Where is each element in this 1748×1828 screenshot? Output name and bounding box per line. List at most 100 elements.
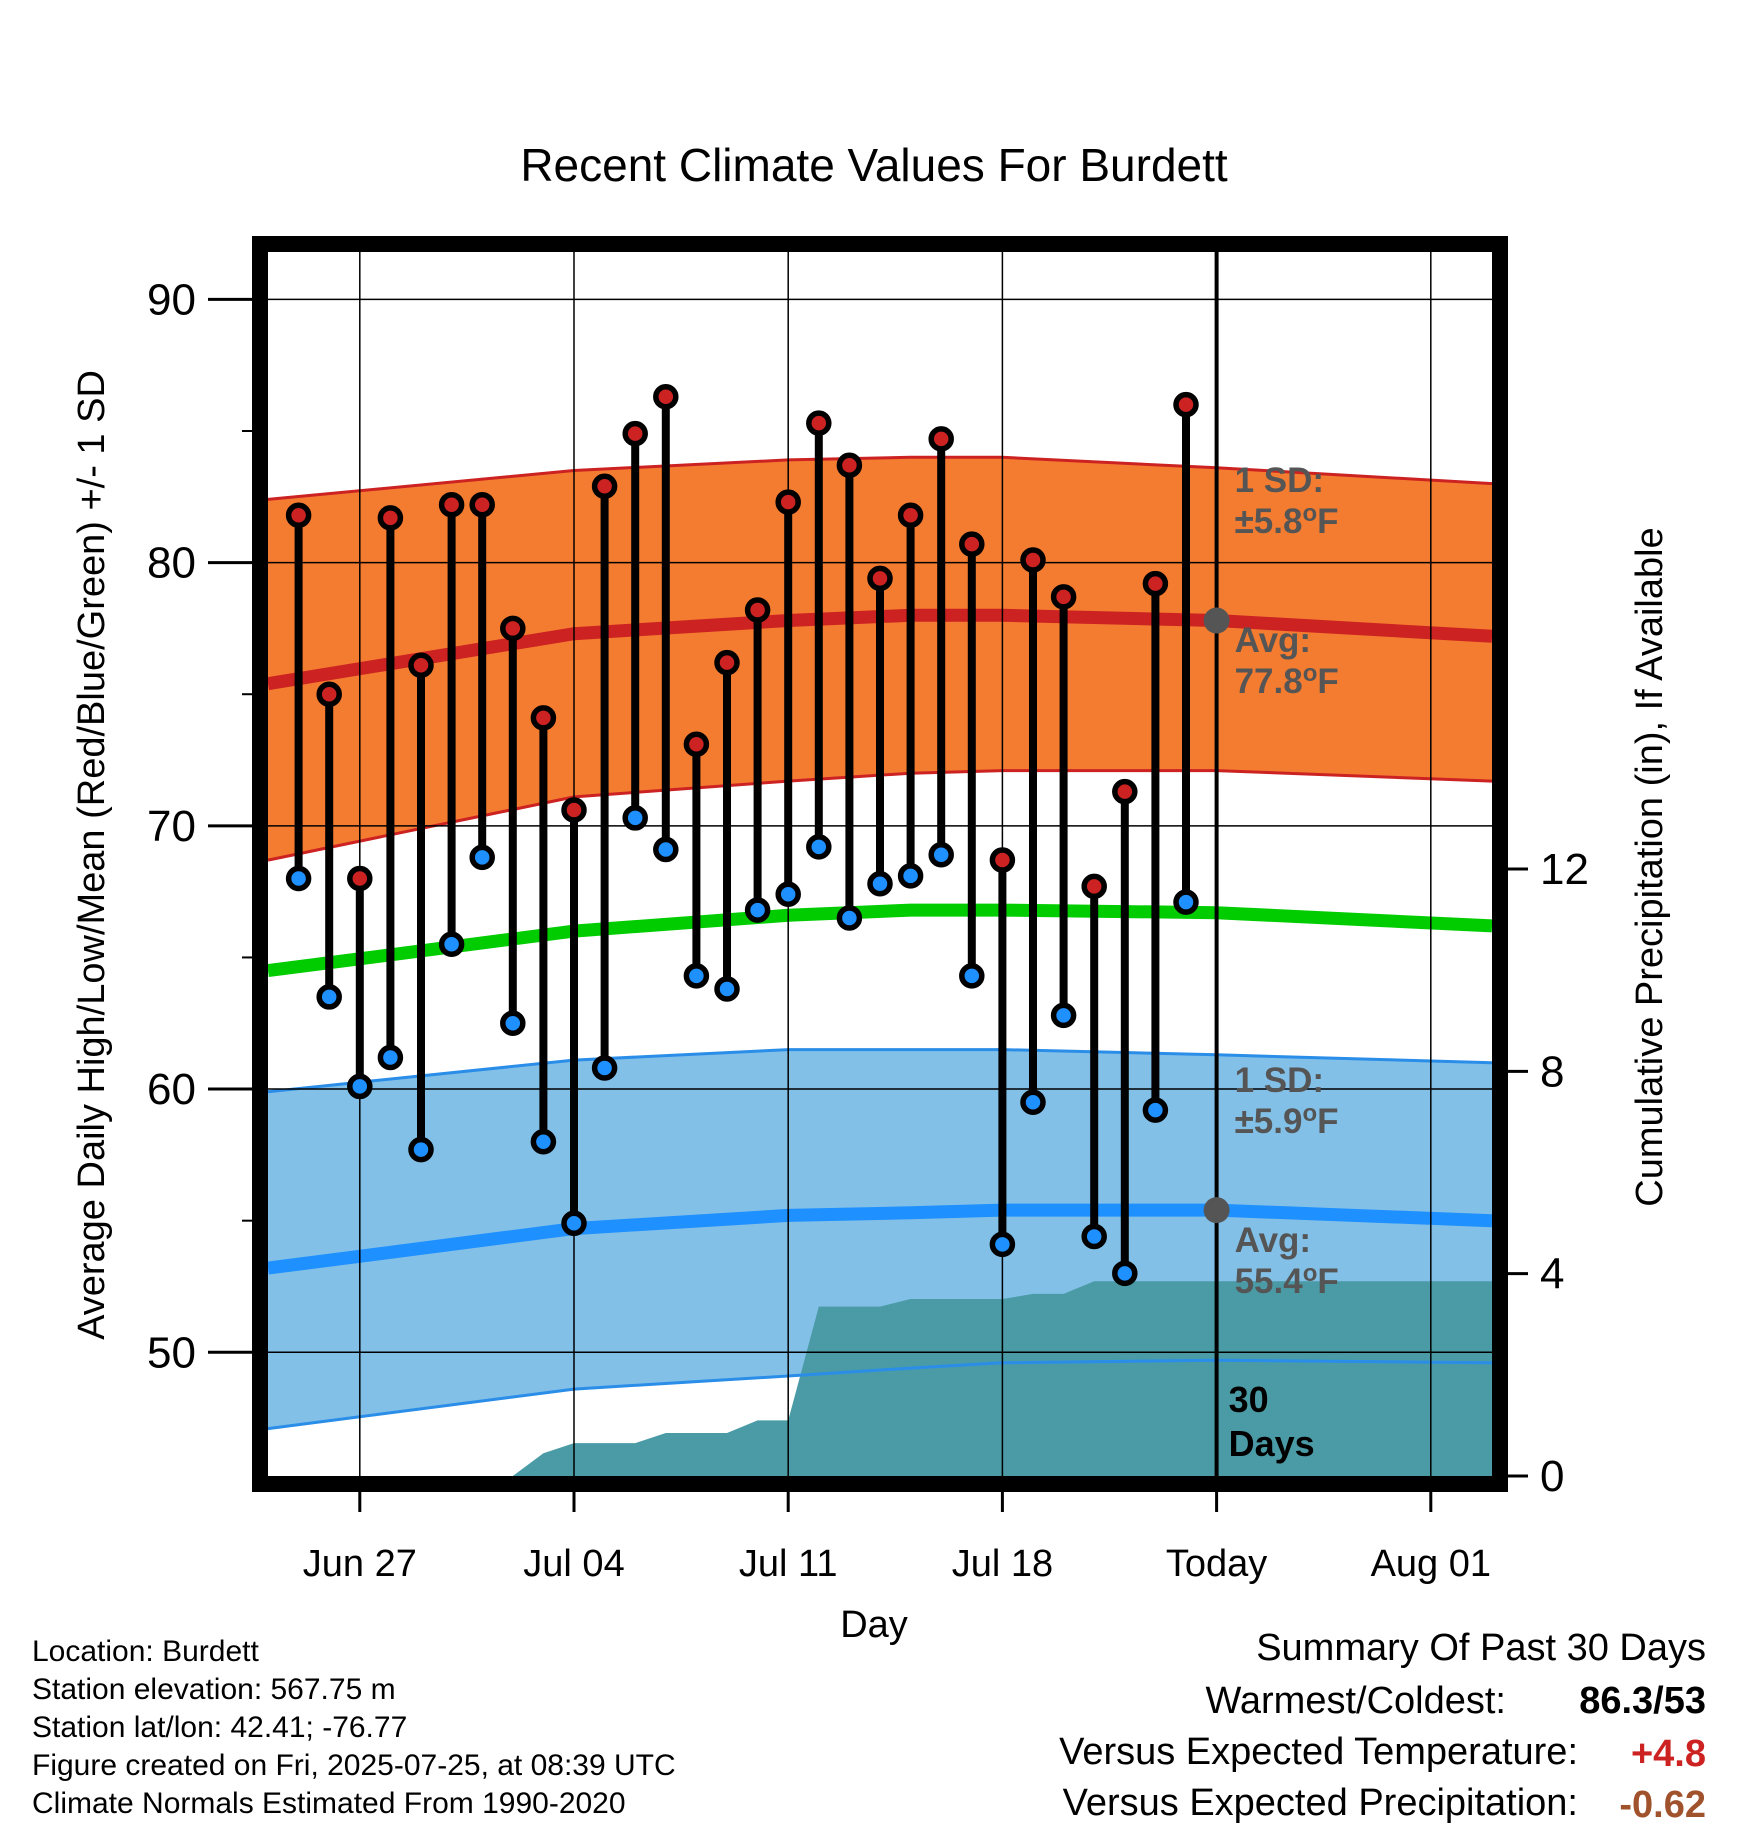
summary-precip-value: -0.62 (1619, 1784, 1706, 1826)
low-point (1173, 889, 1199, 915)
low-point (530, 1128, 557, 1155)
high-point (897, 502, 924, 528)
x-tick-label-today: Today (1166, 1543, 1267, 1585)
low-point (1020, 1089, 1046, 1115)
high-point (836, 452, 863, 478)
high-point (1050, 584, 1077, 610)
low-point (591, 1055, 618, 1081)
low-point (714, 976, 740, 1002)
low-point (1142, 1097, 1169, 1123)
high-point (867, 565, 893, 592)
y-tick-label-60: 60 (147, 1065, 196, 1114)
overlay: 1 SD: ±5.8oF Avg: 77.8oF 1 SD: ±5.9oF Avg: 55.4… (285, 252, 1339, 1476)
low-point (1081, 1223, 1107, 1250)
axes: 50 60 70 80 90 0 4 8 12 Jun 27 Jul 04 Jul 11 Jul 18 T… (147, 275, 1589, 1585)
low-point (561, 1210, 587, 1237)
y-axis-label: Average Daily High/Low/Mean (Red/Blue/Gr… (71, 370, 113, 1340)
low-point (989, 1231, 1016, 1258)
footer-normals: Climate Normals Estimated From 1990-2020 (32, 1787, 626, 1820)
low-avg-annotation: Avg: 55.4oF (1235, 1221, 1339, 1301)
low-point (1050, 1002, 1077, 1029)
low-point (408, 1136, 434, 1163)
high-point (408, 652, 434, 679)
low-point (1112, 1260, 1138, 1287)
today-window-label: 30 Days (1229, 1379, 1315, 1464)
x-tick-label-aug-01: Aug 01 (1371, 1543, 1491, 1585)
low-point (285, 865, 312, 892)
x-tick-label-jul-04: Jul 04 (523, 1543, 624, 1585)
low-point (316, 984, 342, 1010)
low-point (867, 870, 893, 897)
y2-tick-label-4: 4 (1540, 1250, 1564, 1299)
y2-tick-label-8: 8 (1540, 1047, 1564, 1096)
x-tick-label-jun-27: Jun 27 (303, 1543, 417, 1585)
high-point (714, 649, 740, 676)
high-point (683, 731, 710, 757)
high-point (989, 847, 1016, 873)
low-point (347, 1073, 373, 1100)
high-point (744, 597, 771, 623)
today-high-avg-marker (1203, 607, 1230, 634)
high-point (347, 865, 373, 892)
low-point (500, 1010, 526, 1037)
high-point (775, 489, 801, 515)
high-point (500, 615, 526, 642)
high-point (1142, 570, 1169, 597)
high-point (1020, 547, 1046, 573)
y2-tick-label-12: 12 (1540, 845, 1589, 894)
low-point (836, 905, 863, 931)
high-point (377, 505, 404, 531)
high-point (1173, 391, 1199, 418)
plot-frame (252, 236, 1508, 1492)
summary-precip-label: Versus Expected Precipitation: (1063, 1782, 1578, 1824)
low-point (377, 1044, 404, 1071)
summary-warm-cold-label: Warmest/Coldest: (1205, 1680, 1506, 1722)
footer-location: Location: Burdett (32, 1635, 259, 1668)
high-point (622, 420, 648, 447)
low-point (897, 863, 924, 889)
summary-temp-label: Versus Expected Temperature: (1059, 1731, 1578, 1773)
precip-area (482, 1281, 1492, 1476)
high-point (959, 531, 985, 557)
high-point (469, 491, 495, 518)
high-point (285, 502, 312, 528)
high-point (653, 384, 679, 410)
x-axis-label: Day (840, 1604, 908, 1646)
low-sd-annotation: 1 SD: ±5.9oF (1235, 1061, 1339, 1141)
footer-elevation: Station elevation: 567.75 m (32, 1673, 396, 1706)
high-sd-annotation: 1 SD: ±5.8oF (1235, 461, 1339, 541)
low-point (928, 842, 954, 868)
high-point (561, 797, 587, 823)
summary-temp-value: +4.8 (1631, 1733, 1706, 1775)
low-point (622, 805, 648, 831)
summary-warm-cold-value: 86.3/53 (1579, 1680, 1706, 1722)
y-tick-label-50: 50 (147, 1328, 196, 1377)
y-tick-label-80: 80 (147, 539, 196, 588)
chart-title: Recent Climate Values For Burdett (520, 139, 1228, 191)
high-point (1081, 873, 1107, 900)
high-point (530, 705, 557, 731)
footer-created: Figure created on Fri, 2025-07-25, at 08… (32, 1749, 676, 1782)
footer-info: Location: Burdett Station elevation: 567… (32, 1635, 676, 1820)
y-tick-label-70: 70 (147, 802, 196, 851)
summary-title: Summary Of Past 30 Days (1256, 1627, 1706, 1669)
x-tick-label-jul-18: Jul 18 (952, 1543, 1053, 1585)
y2-axis-label: Cumulative Precipitation (in), If Availa… (1629, 527, 1671, 1206)
high-point (591, 473, 618, 500)
y-tick-label-90: 90 (147, 275, 196, 324)
today-low-avg-marker (1203, 1197, 1230, 1224)
low-point (653, 836, 679, 863)
low-point (469, 844, 495, 871)
high-point (806, 410, 832, 436)
low-point (683, 963, 710, 989)
summary-panel: Summary Of Past 30 Days Warmest/Coldest:… (1059, 1627, 1706, 1826)
y2-tick-label-0: 0 (1540, 1452, 1564, 1501)
high-point (1112, 778, 1138, 805)
high-avg-annotation: Avg: 77.8oF (1235, 621, 1339, 701)
low-point (959, 963, 985, 989)
low-point (744, 897, 771, 923)
low-point (775, 881, 801, 908)
high-point (316, 681, 342, 707)
low-point (438, 931, 465, 958)
